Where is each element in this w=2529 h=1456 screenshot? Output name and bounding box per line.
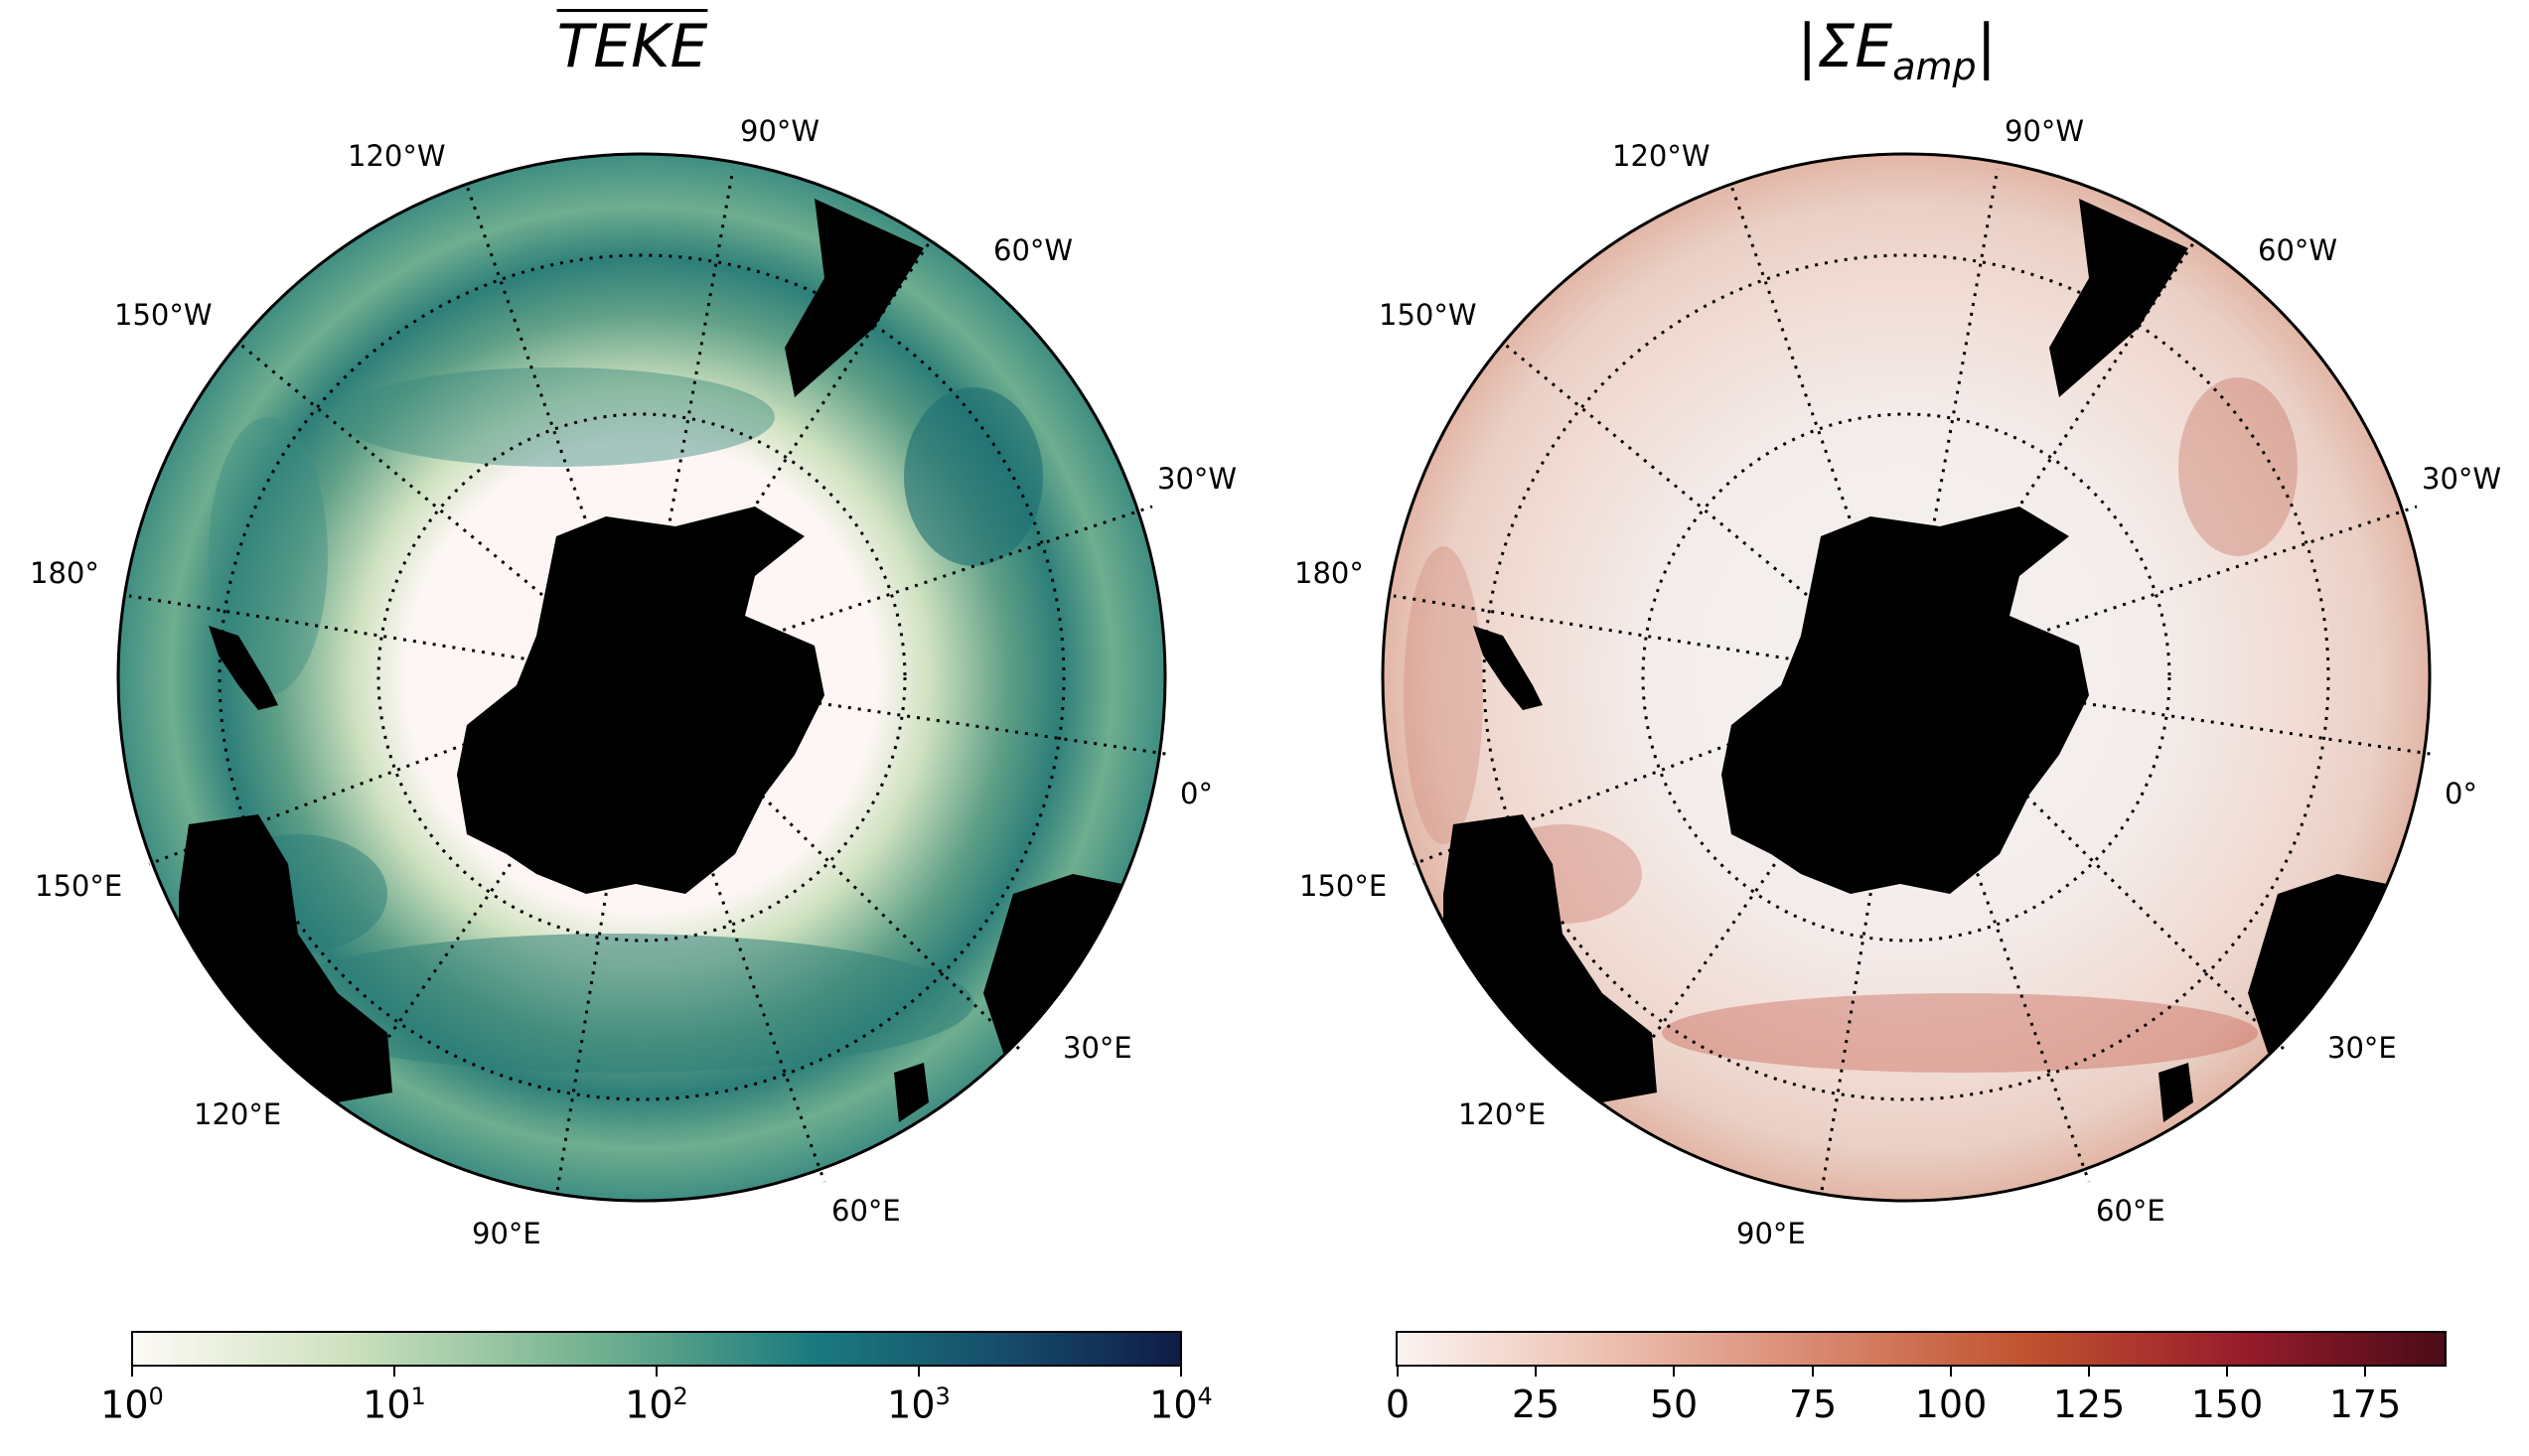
teke-tick-10000: 104 [1149, 1383, 1213, 1427]
lon-label-180: 180° [1294, 556, 1364, 590]
eamp-tick-175: 175 [2328, 1383, 2402, 1426]
land-antarctica [1721, 507, 2089, 894]
teke-tick-100: 102 [625, 1383, 688, 1427]
teke-tick-1: 100 [100, 1383, 164, 1427]
land-new-zealand [1473, 626, 1543, 710]
teke-panel: TEKE [0, 0, 1264, 1456]
lon-label-30e: 30°E [1063, 1031, 1132, 1065]
lon-label-30w: 30°W [2422, 462, 2502, 496]
eamp-map [1381, 152, 2438, 1203]
lon-label-150e: 150°E [1299, 869, 1388, 903]
lon-label-150e: 150°E [35, 869, 123, 903]
eamp-graticule [1393, 168, 2438, 1198]
teke-tick-10: 101 [363, 1383, 426, 1427]
lon-label-150w: 150°W [1379, 298, 1477, 332]
lon-label-60w: 60°W [2258, 233, 2338, 267]
teke-title: TEKE [556, 12, 708, 81]
lon-label-60e: 60°E [831, 1194, 901, 1228]
eamp-tick-0: 0 [1385, 1383, 1411, 1426]
lon-label-150w: 150°W [114, 298, 213, 332]
lon-label-120w: 120°W [348, 139, 446, 173]
eamp-tick-75: 75 [1788, 1383, 1838, 1426]
teke-colorbar [131, 1331, 1182, 1367]
eamp-tick-50: 50 [1649, 1383, 1699, 1426]
lon-label-90w: 90°W [740, 114, 820, 148]
eamp-tick-100: 100 [1914, 1383, 1988, 1426]
teke-map [116, 152, 1173, 1203]
eamp-tick-150: 150 [2190, 1383, 2264, 1426]
lon-label-180: 180° [30, 556, 99, 590]
lon-label-90e: 90°E [472, 1217, 541, 1250]
eamp-panel: |ΣEamp| [1264, 0, 2529, 1456]
eamp-colorbar [1396, 1331, 2447, 1367]
lon-label-120w: 120°W [1612, 139, 1711, 173]
lon-label-60w: 60°W [993, 233, 1074, 267]
lon-label-60e: 60°E [2096, 1194, 2165, 1228]
lon-label-90e: 90°E [1736, 1217, 1806, 1250]
lon-label-120e: 120°E [1458, 1097, 1547, 1131]
lon-label-120e: 120°E [194, 1097, 282, 1131]
lon-label-30w: 30°W [1157, 462, 1238, 496]
lon-label-90w: 90°W [2005, 114, 2085, 148]
lon-label-0: 0° [2445, 777, 2477, 810]
teke-tick-1000: 103 [887, 1383, 951, 1427]
lon-label-30e: 30°E [2327, 1031, 2397, 1065]
eamp-tick-25: 25 [1511, 1383, 1561, 1426]
eamp-title: |ΣEamp| [1797, 12, 1997, 88]
land-new-zealand [209, 626, 278, 710]
lon-label-0: 0° [1180, 777, 1213, 810]
teke-graticule [128, 168, 1173, 1198]
land-antarctica [457, 507, 824, 894]
eamp-tick-125: 125 [2052, 1383, 2126, 1426]
